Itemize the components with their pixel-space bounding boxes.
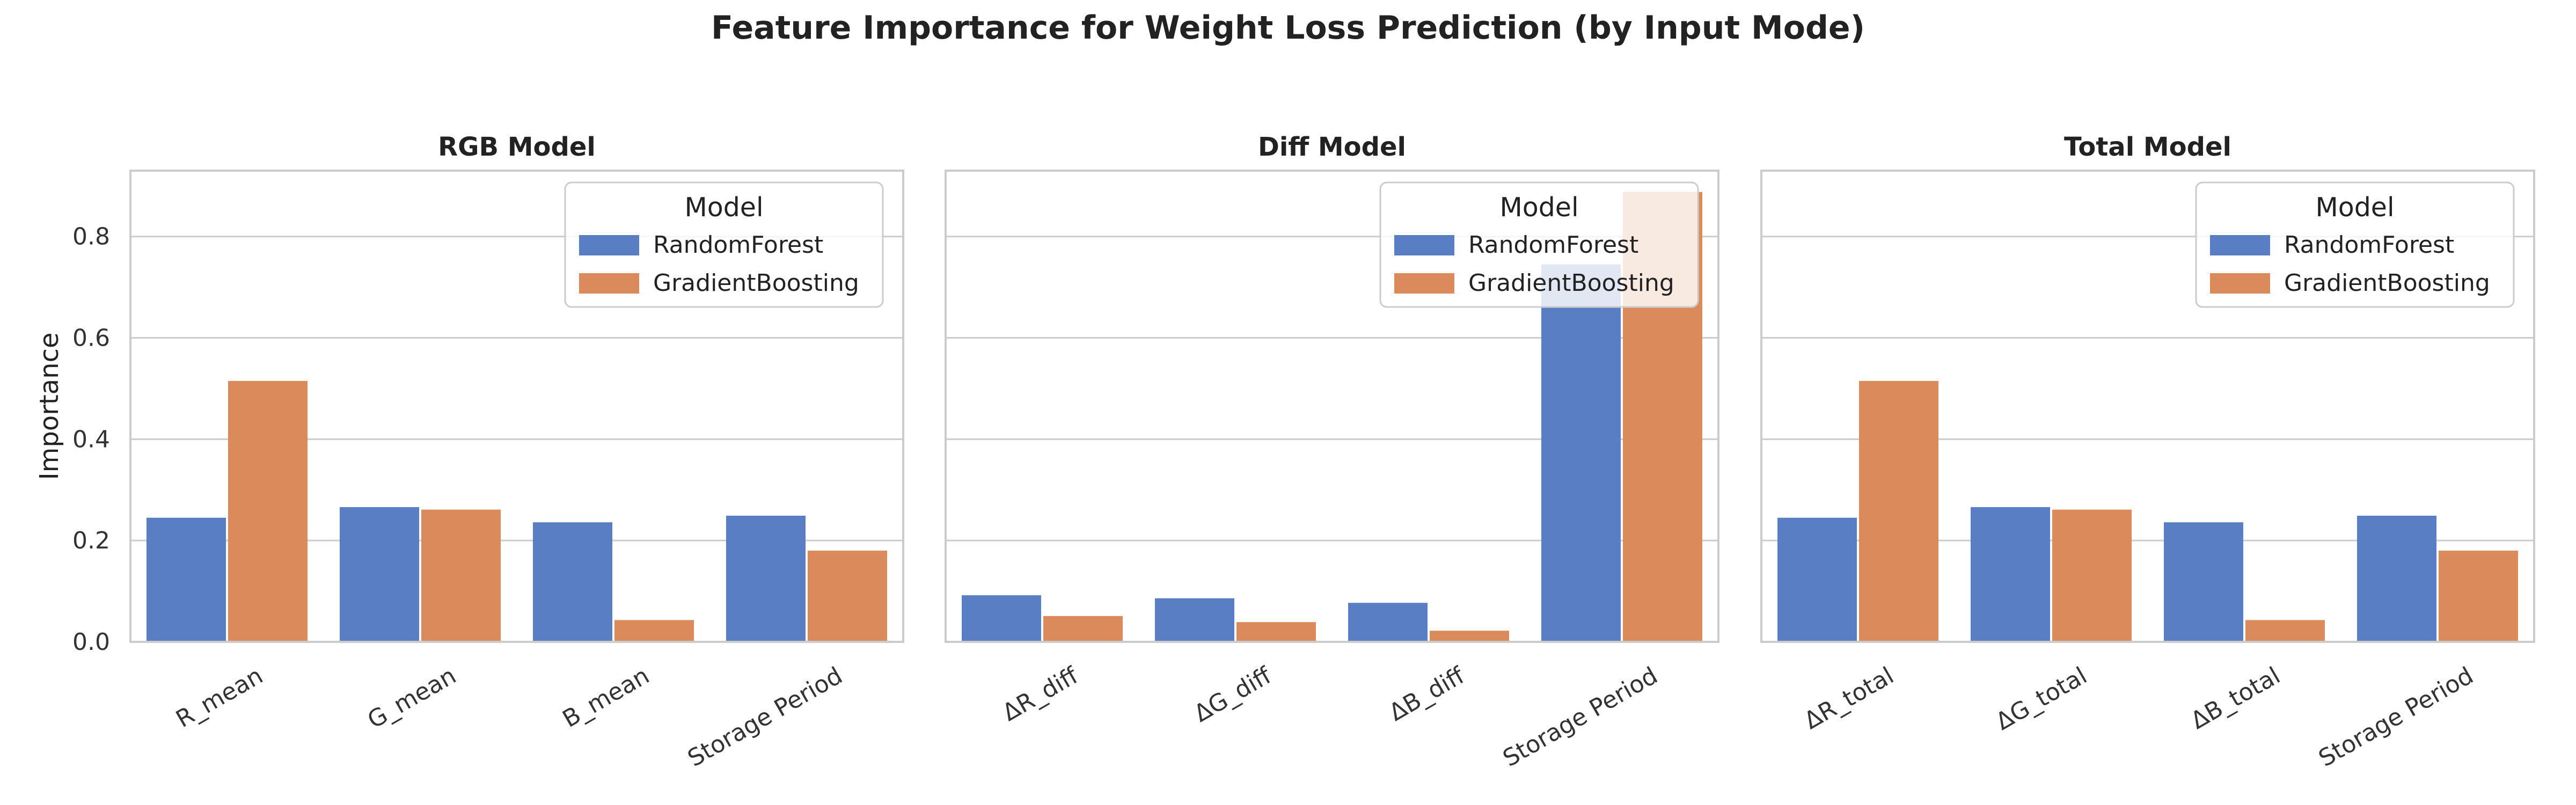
legend-label: GradientBoosting bbox=[653, 269, 859, 297]
legend-box bbox=[564, 181, 884, 308]
chart-panel-3: Total Model ΔR_total ΔG_total ΔB_total Stora… bbox=[1760, 132, 2535, 772]
chart-panel-2: Diff Model ΔR_diff ΔG_diff ΔB_diff Storage P… bbox=[945, 132, 1719, 772]
y-tick-label: 0.4 bbox=[72, 426, 110, 453]
legend-swatch bbox=[2210, 273, 2270, 294]
x-tick-label: B_mean bbox=[558, 662, 654, 733]
chart-panels: RGB Model 0.0 0.2 0.4 0.6 0.8 Importance R_mean… bbox=[34, 132, 2535, 772]
bar-gradientboosting-1 bbox=[1043, 616, 1123, 642]
panel-title: Total Model bbox=[2064, 132, 2231, 162]
x-tick-label: Storage Period bbox=[683, 662, 847, 772]
bar-randomforest-4 bbox=[2357, 515, 2436, 642]
x-tick-label: ΔG_total bbox=[1991, 662, 2091, 736]
plot-frame bbox=[1760, 170, 2535, 643]
x-tick-label: ΔG_diff bbox=[1189, 662, 1277, 728]
bar-randomforest-3 bbox=[1348, 603, 1428, 642]
legend-label: RandomForest bbox=[1468, 231, 1638, 259]
legend-swatch bbox=[1394, 235, 1454, 255]
legend: Model RandomForest GradientBoosting bbox=[2195, 181, 2515, 308]
bar-randomforest-1 bbox=[1777, 517, 1857, 642]
legend-label: GradientBoosting bbox=[2284, 269, 2490, 297]
bar-gradientboosting-4 bbox=[808, 551, 887, 642]
legend-swatch bbox=[2210, 235, 2270, 255]
legend-swatch bbox=[579, 273, 639, 294]
legend-swatch bbox=[579, 235, 639, 255]
x-tick-label: ΔB_total bbox=[2186, 662, 2285, 735]
chart-panel-1: RGB Model 0.0 0.2 0.4 0.6 0.8 Importance R_mean… bbox=[34, 132, 904, 772]
bar-randomforest-3 bbox=[533, 522, 612, 642]
x-tick-label: Storage Period bbox=[2314, 662, 2478, 772]
legend-box bbox=[1379, 181, 1699, 308]
bar-gradientboosting-1 bbox=[228, 380, 308, 642]
figure-title: Feature Importance for Weight Loss Predi… bbox=[711, 9, 1865, 47]
panel-title: RGB Model bbox=[438, 132, 596, 162]
legend-label: GradientBoosting bbox=[1468, 269, 1674, 297]
x-tick-label: ΔR_total bbox=[1799, 662, 1898, 735]
bar-randomforest-4 bbox=[1541, 264, 1621, 642]
bar-gradientboosting-1 bbox=[1859, 380, 1938, 642]
bar-gradientboosting-2 bbox=[2052, 509, 2132, 642]
legend-title: Model bbox=[2315, 192, 2394, 223]
panel-title: Diff Model bbox=[1258, 132, 1406, 162]
legend: Model RandomForest GradientBoosting bbox=[564, 181, 884, 308]
x-tick-label: Storage Period bbox=[1498, 662, 1663, 772]
x-tick-label: ΔB_diff bbox=[1385, 662, 1470, 727]
bar-randomforest-1 bbox=[147, 517, 226, 642]
y-tick-label: 0.2 bbox=[72, 527, 110, 554]
bar-randomforest-2 bbox=[1155, 598, 1234, 642]
bar-randomforest-4 bbox=[726, 515, 806, 642]
bar-gradientboosting-3 bbox=[614, 620, 694, 642]
bar-gradientboosting-2 bbox=[421, 509, 501, 642]
y-tick-label: 0.6 bbox=[72, 325, 110, 352]
bar-randomforest-3 bbox=[2164, 522, 2243, 642]
legend-box bbox=[2195, 181, 2515, 308]
legend-title: Model bbox=[1499, 192, 1578, 223]
plot-frame bbox=[945, 170, 1719, 643]
legend-swatch bbox=[1394, 273, 1454, 294]
bar-gradientboosting-4 bbox=[2439, 551, 2518, 642]
bar-randomforest-2 bbox=[1971, 507, 2050, 642]
y-axis-label: Importance bbox=[34, 332, 64, 480]
legend-title: Model bbox=[684, 192, 763, 223]
bar-gradientboosting-2 bbox=[1236, 622, 1316, 642]
bar-gradientboosting-3 bbox=[2245, 620, 2325, 642]
y-tick-label: 0.0 bbox=[72, 628, 110, 656]
x-tick-label: G_mean bbox=[363, 662, 460, 734]
legend-label: RandomForest bbox=[2284, 231, 2454, 259]
legend: Model RandomForest GradientBoosting bbox=[1379, 181, 1699, 308]
x-tick-label: ΔR_diff bbox=[998, 662, 1084, 727]
x-tick-label: R_mean bbox=[171, 662, 267, 733]
bar-randomforest-1 bbox=[962, 595, 1041, 642]
y-tick-label: 0.8 bbox=[72, 223, 110, 251]
bar-randomforest-2 bbox=[340, 507, 419, 642]
plot-frame bbox=[129, 170, 904, 643]
legend-label: RandomForest bbox=[653, 231, 823, 259]
bar-gradientboosting-3 bbox=[1430, 631, 1509, 642]
